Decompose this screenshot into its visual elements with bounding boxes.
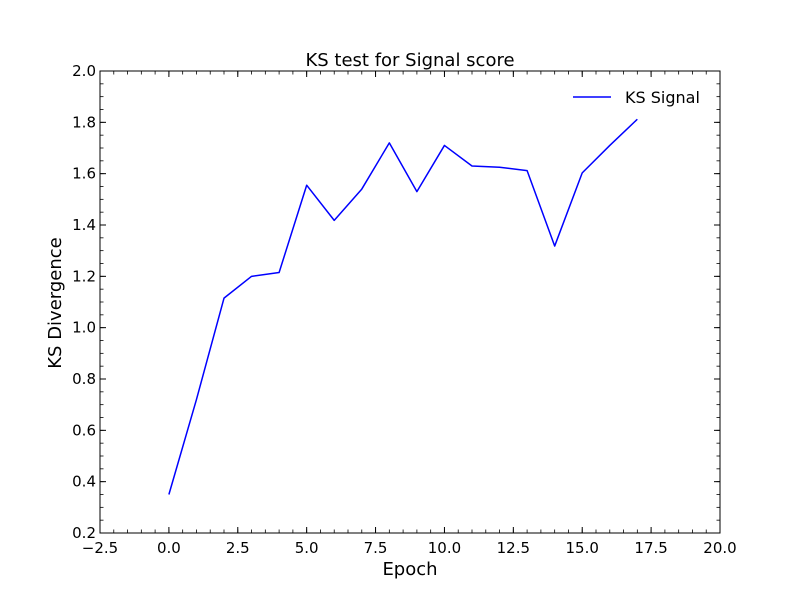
y-tick-label: 1.6 [72,165,96,183]
axes-frame [100,71,720,533]
y-axis-label: KS Divergence [45,237,66,369]
x-tick-label: 17.5 [634,539,667,557]
x-tick-label: 2.5 [226,539,250,557]
y-tick-label: 0.2 [72,524,96,542]
y-tick-label: 1.4 [72,216,96,234]
x-axis-label: Epoch [382,559,437,580]
chart-title: KS test for Signal score [305,50,514,71]
x-tick-label: 0.0 [157,539,181,557]
y-tick-label: 0.8 [72,370,96,388]
legend: KS Signal [573,88,700,107]
x-tick-label: 5.0 [295,539,319,557]
y-tick-label: 0.6 [72,421,96,439]
x-tick-label: 15.0 [566,539,599,557]
series-line-ks-signal [169,119,637,494]
y-tick-label: 1.0 [72,319,96,337]
y-tick-label: 2.0 [72,62,96,80]
x-tick-label: 12.5 [497,539,530,557]
x-tick-label: 20.0 [703,539,736,557]
y-tick-label: 1.2 [72,267,96,285]
y-tick-label: 1.8 [72,113,96,131]
x-tick-label: 10.0 [428,539,461,557]
x-tick-label: 7.5 [364,539,388,557]
legend-label: KS Signal [625,88,700,107]
y-tick-label: 0.4 [72,473,96,491]
